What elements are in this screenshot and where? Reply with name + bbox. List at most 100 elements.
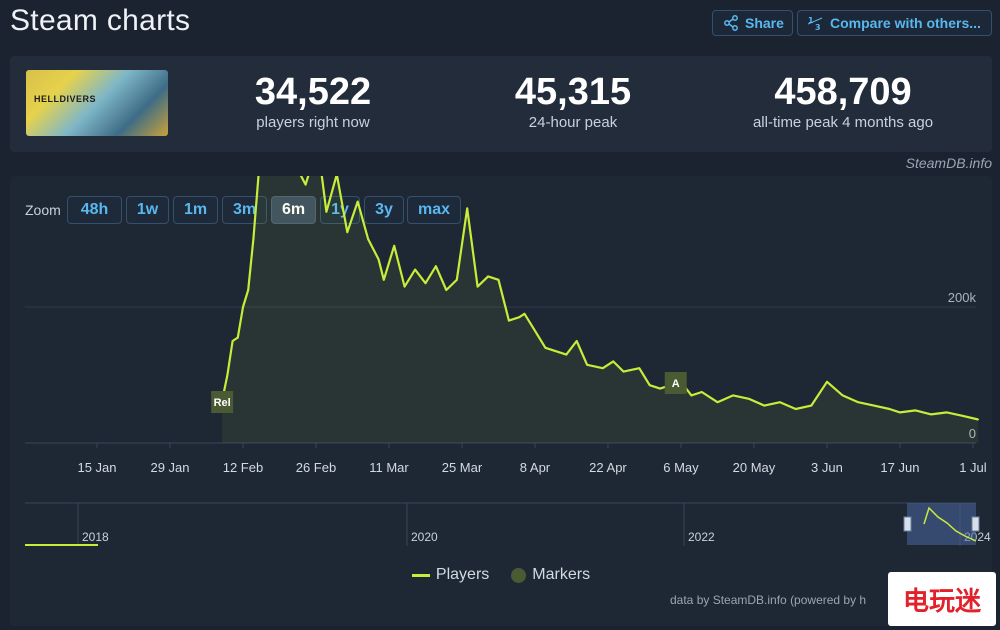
- x-tick-label: 25 Mar: [442, 460, 483, 475]
- data-point: [748, 398, 750, 400]
- x-tick-label: 1 Jul: [959, 460, 987, 475]
- data-point: [544, 347, 547, 349]
- compare-button[interactable]: 1 3 Compare with others...: [797, 10, 992, 36]
- y-tick-label: 0: [969, 426, 976, 441]
- data-point: [612, 360, 614, 363]
- data-point: [518, 316, 521, 318]
- data-point: [403, 285, 406, 288]
- data-point: [763, 404, 766, 407]
- data-point: [476, 285, 479, 288]
- marker-label: A: [672, 378, 680, 390]
- data-point: [523, 313, 526, 315]
- navigator-tick-label: 2018: [82, 530, 109, 544]
- compare-icon: 1 3: [808, 16, 823, 31]
- data-point: [393, 245, 396, 247]
- data-point: [508, 319, 510, 322]
- data-point: [377, 258, 380, 261]
- data-point: [242, 306, 244, 308]
- players-area: [222, 176, 979, 443]
- data-point: [367, 238, 369, 240]
- x-tick-label: 20 May: [733, 460, 776, 475]
- data-point: [914, 409, 917, 412]
- stat-value: 34,522: [254, 71, 372, 113]
- data-point: [622, 370, 625, 373]
- data-point: [659, 387, 661, 390]
- data-point: [810, 404, 813, 407]
- data-point: [841, 394, 844, 397]
- data-point: [961, 415, 964, 417]
- marker-box: [664, 372, 687, 394]
- legend-players-label: Players: [435, 566, 490, 583]
- stat-label: all-time peak 4 months ago: [752, 114, 934, 131]
- data-point: [690, 394, 693, 397]
- source-tag[interactable]: SteamDB.info: [905, 155, 992, 171]
- navigator-right-handle: [971, 516, 980, 532]
- data-point: [383, 279, 385, 281]
- data-point: [946, 411, 948, 414]
- legend-markers[interactable]: Markers: [511, 566, 590, 584]
- stat-label: 24-hour peak: [528, 114, 618, 131]
- data-point: [346, 231, 349, 233]
- share-icon: [724, 15, 738, 31]
- zoom-1m-button[interactable]: 1m: [173, 196, 218, 224]
- x-tick-label: 6 May: [663, 460, 699, 475]
- players-line: [221, 176, 979, 421]
- data-point: [424, 282, 427, 284]
- data-point: [930, 413, 932, 416]
- data-point: [445, 289, 448, 291]
- data-point: [456, 279, 458, 281]
- data-point: [648, 384, 651, 386]
- data-point: [857, 401, 859, 403]
- navigator-line: [923, 506, 977, 542]
- share-button[interactable]: Share: [712, 10, 793, 36]
- data-point: [575, 340, 578, 342]
- zoom-3y-button[interactable]: 3y: [364, 196, 404, 224]
- svg-text:3: 3: [815, 23, 821, 31]
- data-point: [779, 401, 781, 403]
- zoom-3m-button[interactable]: 3m: [222, 196, 267, 224]
- navigator-left-handle: [903, 516, 912, 532]
- y-tick-label: 200k: [948, 290, 977, 305]
- data-point: [497, 279, 500, 281]
- legend-players[interactable]: Players: [411, 566, 490, 584]
- stats-panel: HELLDIVERS 34,522 players right now 45,3…: [10, 56, 992, 152]
- data-point: [252, 238, 255, 240]
- stat-24h-peak: 45,315 24-hour peak: [473, 70, 673, 132]
- x-tick-label: 26 Feb: [296, 460, 336, 475]
- data-point: [304, 183, 307, 186]
- stat-current: 34,522 players right now: [213, 70, 413, 132]
- stat-all-time-peak: 458,709 all-time peak 4 months ago: [723, 70, 963, 132]
- data-point: [325, 211, 328, 213]
- x-tick-label: 8 Apr: [520, 460, 551, 475]
- compare-label: Compare with others...: [830, 15, 981, 31]
- data-point: [356, 200, 359, 203]
- data-point: [899, 411, 901, 414]
- legend-line-icon: [411, 573, 430, 577]
- zoom-48h-button[interactable]: 48h: [67, 196, 122, 224]
- x-tick-label: 22 Apr: [589, 460, 627, 475]
- data-point: [565, 353, 568, 356]
- zoom-max-button[interactable]: max: [407, 196, 461, 224]
- zoom-1w-button[interactable]: 1w: [126, 196, 169, 224]
- data-point: [732, 394, 734, 397]
- data-point: [247, 289, 249, 291]
- data-point: [716, 401, 719, 403]
- svg-text:1: 1: [808, 16, 814, 25]
- game-capsule-image[interactable]: HELLDIVERS: [26, 70, 168, 136]
- legend-markers-label: Markers: [532, 566, 591, 583]
- data-point: [826, 381, 828, 383]
- zoom-6m-button[interactable]: 6m: [271, 196, 316, 224]
- game-logo-text: HELLDIVERS: [34, 94, 97, 104]
- page-title: Steam charts: [10, 4, 191, 37]
- data-point: [231, 340, 234, 342]
- data-point: [794, 408, 797, 410]
- data-point: [701, 391, 703, 393]
- chart-legend: Players Markers: [10, 566, 992, 584]
- x-tick-label: 17 Jun: [880, 460, 919, 475]
- chart-credits[interactable]: data by SteamDB.info (powered by h: [670, 593, 867, 607]
- watermark-logo: 电玩迷: [888, 572, 996, 626]
- stat-label: players right now: [256, 114, 370, 131]
- x-tick-label: 29 Jan: [150, 460, 189, 475]
- x-tick-label: 3 Jun: [811, 460, 843, 475]
